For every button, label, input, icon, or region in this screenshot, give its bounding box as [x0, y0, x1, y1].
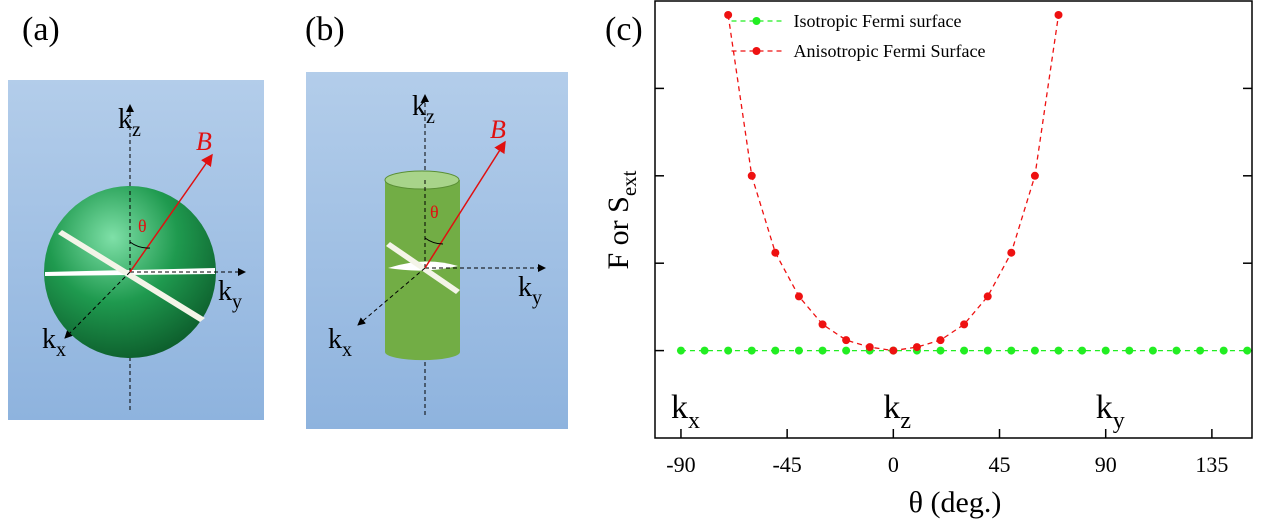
data-point [724, 347, 732, 355]
data-point [748, 172, 756, 180]
plot-frame [655, 1, 1252, 438]
data-point [677, 347, 685, 355]
figure: (a) θ B kz ky kx (b) θ B kz ky kx (c) θ … [0, 0, 1266, 529]
data-point [1031, 172, 1039, 180]
series-line [728, 15, 1058, 351]
data-point [771, 347, 779, 355]
data-point [889, 347, 897, 355]
legend-swatch [753, 17, 761, 25]
data-point [984, 292, 992, 300]
x-tick-label: -90 [666, 452, 695, 477]
legend-swatch [753, 47, 761, 55]
data-point [866, 343, 874, 351]
data-point [842, 347, 850, 355]
data-point [795, 347, 803, 355]
field-label: B [490, 115, 506, 144]
x-tick-label: -45 [772, 452, 801, 477]
angle-label: θ [138, 216, 147, 236]
data-point [1125, 347, 1133, 355]
y-axis-label: F or Sext [602, 170, 641, 269]
data-point [1007, 347, 1015, 355]
x-tick-label: 135 [1195, 452, 1228, 477]
panel-label: (c) [605, 11, 643, 48]
panel-label: (a) [22, 11, 60, 48]
annotation: ky [1096, 389, 1125, 434]
data-point [937, 347, 945, 355]
field-label: B [196, 127, 212, 156]
data-point [1102, 347, 1110, 355]
data-point [724, 11, 732, 19]
data-point [1055, 11, 1063, 19]
data-point [1243, 347, 1251, 355]
data-point [1031, 347, 1039, 355]
data-point [842, 336, 850, 344]
x-tick-label: 45 [989, 452, 1011, 477]
panel-label: (b) [305, 11, 345, 48]
data-point [960, 320, 968, 328]
data-point [984, 347, 992, 355]
data-point [960, 347, 968, 355]
data-point [748, 347, 756, 355]
data-point [1196, 347, 1204, 355]
data-point [1078, 347, 1086, 355]
data-point [819, 347, 827, 355]
data-point [1007, 249, 1015, 257]
data-point [701, 347, 709, 355]
chart: (c) θ (deg.) F or Sext -90 -45 0 45 90 135 Iso… [602, 1, 1252, 519]
data-point [913, 343, 921, 351]
angle-label: θ [430, 202, 439, 222]
data-point [1149, 347, 1157, 355]
diagram-b: (b) θ B kz ky kx [305, 11, 568, 429]
legend-label: Isotropic Fermi surface [794, 11, 962, 31]
annotation: kz [883, 389, 911, 434]
legend-label: Anisotropic Fermi Surface [794, 41, 986, 61]
x-tick-label: 0 [888, 452, 899, 477]
data-point [771, 249, 779, 257]
cylinder-top [385, 171, 459, 189]
page: (a) θ B kz ky kx (b) θ B kz ky kx (c) θ … [0, 0, 1266, 529]
data-point [819, 320, 827, 328]
data-point [795, 292, 803, 300]
x-axis-label: θ (deg.) [909, 486, 1002, 519]
x-tick-label: 90 [1095, 452, 1117, 477]
annotation: kx [671, 389, 700, 434]
data-point [1220, 347, 1228, 355]
data-point [1172, 347, 1180, 355]
diagram-a: (a) θ B kz ky kx [8, 11, 264, 420]
data-point [1055, 347, 1063, 355]
data-point [937, 336, 945, 344]
